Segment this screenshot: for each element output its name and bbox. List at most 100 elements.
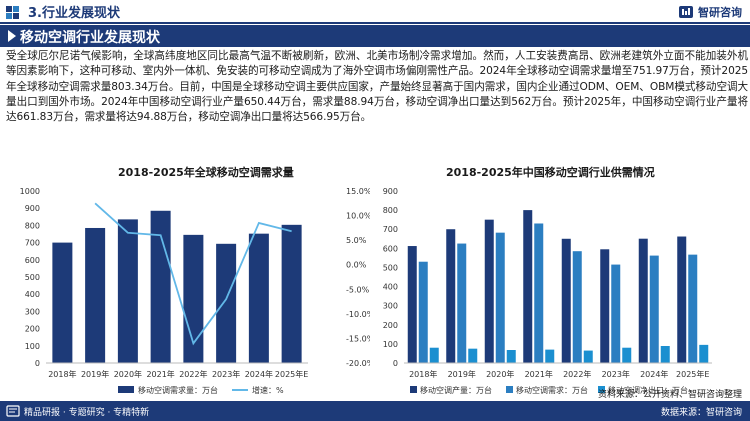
legend-label-bar: 移动空调需求量：万台 (138, 385, 218, 395)
x-tick-label: 2024年 (245, 369, 273, 379)
supply-demand-bar (484, 219, 494, 363)
x-tick-label: 2025年E (275, 369, 308, 379)
x-tick-label: 2021年 (146, 369, 174, 379)
supply-demand-bar (561, 238, 571, 363)
top-header: 3.行业发展现状 智研咨询 (0, 0, 750, 24)
title-bar: 移动空调行业发展现状 (0, 25, 750, 47)
y-tick-label: 600 (383, 244, 398, 253)
x-tick-label: 2020年 (486, 369, 514, 379)
y2-tick-label: 10.0% (346, 212, 370, 221)
y-tick-label: 400 (383, 283, 398, 292)
legend-label-line: 增速：% (252, 385, 284, 395)
legend-swatch (410, 386, 417, 393)
x-tick-label: 2022年 (179, 369, 207, 379)
y2-tick-label: -5.0% (346, 285, 370, 294)
supply-demand-bar (407, 246, 417, 363)
demand-bar (281, 224, 302, 363)
y-tick-label: 600 (25, 256, 40, 265)
y-tick-label: 200 (25, 325, 40, 334)
supply-demand-bar (468, 348, 478, 363)
supply-demand-bar (545, 349, 555, 363)
supply-demand-bar (418, 261, 428, 363)
source-note: 资料来源：公开资料、智研咨询整理 (597, 390, 742, 400)
y-tick-label: 900 (383, 187, 398, 196)
legend-label: 移动空调净出口：万台 (608, 385, 688, 395)
x-tick-label: 2025年E (676, 369, 709, 379)
y-tick-label: 0 (393, 359, 398, 368)
right-chart: 900 800 700 600 500 400 300 200 100 0 2018年 2019年 20… (383, 187, 712, 395)
x-tick-label: 2018年 (409, 369, 437, 379)
supply-demand-bar (572, 251, 582, 363)
y-tick-label: 100 (25, 342, 40, 351)
body-paragraph: 受全球厄尔尼诺气候影响，全球高纬度地区同比最高气温不断被刷新，欧洲、北美市场制冷… (6, 50, 748, 124)
x-tick-label: 2023年 (212, 369, 240, 379)
demand-bar (248, 233, 269, 363)
y-tick-label: 800 (25, 221, 40, 230)
document-icon (6, 405, 20, 417)
x-tick-label: 2023年 (602, 369, 630, 379)
demand-bar (52, 242, 73, 363)
y2-tick-label: -10.0% (346, 310, 370, 319)
y-tick-label: 900 (25, 204, 40, 213)
supply-demand-bar (583, 350, 593, 363)
x-tick-label: 2020年 (114, 369, 142, 379)
demand-bar (117, 219, 138, 363)
x-tick-label: 2019年 (448, 369, 476, 379)
y2-tick-label: 0.0% (346, 261, 367, 270)
footer-left-text: 精品研报 · 专题研究 · 专精特新 (24, 408, 150, 418)
legend-label: 移动空调需求：万台 (516, 385, 588, 395)
y2-tick-label: 15.0% (346, 187, 370, 196)
section-title: 3.行业发展现状 (28, 6, 120, 21)
y-tick-label: 700 (25, 239, 40, 248)
page-title: 移动空调行业发展现状 (20, 30, 160, 46)
brand-logo-text: 智研咨询 (698, 6, 742, 19)
y2-tick-label: -15.0% (346, 334, 370, 343)
demand-bar (85, 227, 106, 363)
y-tick-label: 200 (383, 321, 398, 330)
footer-bar: 精品研报 · 专题研究 · 专精特新 数据来源：智研咨询 (0, 401, 750, 421)
x-tick-label: 2019年 (81, 369, 109, 379)
legend-swatch (506, 386, 513, 393)
arrow-icon (8, 30, 16, 42)
supply-demand-bar (534, 223, 544, 363)
supply-demand-bar (660, 346, 670, 363)
legend-label: 移动空调产量：万台 (420, 385, 492, 395)
y-tick-label: 500 (383, 263, 398, 272)
supply-demand-bar (457, 243, 467, 363)
left-chart: 1000900800700600500400300200100015.0%10.… (20, 187, 370, 395)
supply-demand-bar (600, 249, 610, 363)
legend-swatch-bar (118, 386, 134, 393)
y-tick-label: 300 (25, 307, 40, 316)
y-tick-label: 400 (25, 290, 40, 299)
growth-line (94, 202, 292, 346)
legend-swatch (598, 386, 605, 393)
y-tick-label: 500 (25, 273, 40, 282)
x-tick-label: 2022年 (563, 369, 591, 379)
x-tick-label: 2018年 (48, 369, 76, 379)
demand-bar (216, 243, 237, 363)
supply-demand-bar (677, 236, 687, 363)
supply-demand-bar (506, 350, 516, 363)
y-tick-label: 100 (383, 340, 398, 349)
left-chart-title: 2018-2025年全球移动空调需求量 (118, 166, 294, 179)
y2-tick-label: -20.0% (346, 359, 370, 368)
y2-tick-label: 5.0% (346, 236, 367, 245)
header-rule (0, 22, 750, 24)
x-tick-label: 2021年 (525, 369, 553, 379)
y-tick-label: 0 (35, 359, 40, 368)
supply-demand-bar (622, 347, 632, 363)
demand-bar (183, 234, 204, 363)
demand-bar (150, 210, 171, 363)
y-tick-label: 800 (383, 206, 398, 215)
supply-demand-bar (446, 229, 456, 363)
supply-demand-bar (649, 255, 659, 363)
supply-demand-bar (699, 344, 709, 363)
y-tick-label: 700 (383, 225, 398, 234)
supply-demand-bar (688, 254, 698, 363)
brand-logo: 智研咨询 (678, 2, 742, 22)
brand-logo-icon (679, 6, 693, 18)
supply-demand-bar (495, 232, 505, 363)
supply-demand-bar (429, 347, 439, 363)
section-icon (6, 6, 19, 19)
supply-demand-bar (523, 210, 533, 363)
